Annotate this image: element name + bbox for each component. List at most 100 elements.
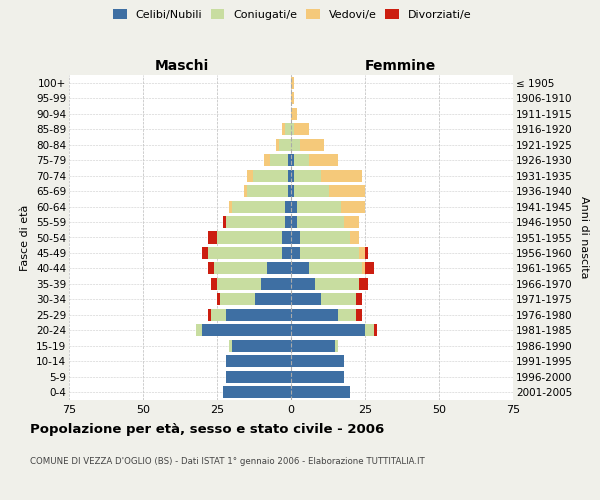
Bar [291, 356, 344, 368]
Bar [202, 324, 291, 336]
Bar [223, 216, 226, 228]
Bar [291, 278, 314, 290]
Bar [291, 340, 335, 352]
Text: Popolazione per età, sesso e stato civile - 2006: Popolazione per età, sesso e stato civil… [30, 422, 384, 436]
Bar [291, 386, 350, 398]
Bar [226, 216, 285, 228]
Bar [291, 154, 294, 166]
Bar [232, 340, 291, 352]
Bar [294, 185, 329, 197]
Bar [300, 138, 323, 150]
Bar [320, 294, 356, 306]
Bar [341, 200, 365, 212]
Bar [202, 247, 208, 259]
Bar [291, 92, 294, 104]
Bar [291, 324, 365, 336]
Bar [300, 247, 359, 259]
Bar [320, 170, 362, 181]
Bar [338, 309, 356, 321]
Bar [291, 371, 344, 383]
Bar [374, 324, 377, 336]
Bar [223, 386, 291, 398]
Legend: Celibi/Nubili, Coniugati/e, Vedovi/e, Divorziati/e: Celibi/Nubili, Coniugati/e, Vedovi/e, Di… [110, 6, 475, 23]
Bar [285, 123, 291, 135]
Bar [294, 170, 320, 181]
Bar [217, 232, 282, 243]
Text: Femmine: Femmine [365, 60, 436, 74]
Bar [335, 340, 338, 352]
Bar [217, 278, 262, 290]
Bar [226, 356, 291, 368]
Bar [291, 294, 320, 306]
Bar [217, 294, 220, 306]
Bar [291, 216, 297, 228]
Bar [365, 262, 374, 274]
Bar [226, 371, 291, 383]
Bar [262, 278, 291, 290]
Bar [208, 262, 214, 274]
Bar [350, 232, 359, 243]
Bar [253, 170, 288, 181]
Bar [291, 185, 294, 197]
Bar [329, 185, 365, 197]
Bar [309, 262, 362, 274]
Bar [229, 200, 232, 212]
Bar [300, 232, 350, 243]
Bar [297, 200, 341, 212]
Bar [291, 247, 300, 259]
Text: COMUNE DI VEZZA D'OGLIO (BS) - Dati ISTAT 1° gennaio 2006 - Elaborazione TUTTITA: COMUNE DI VEZZA D'OGLIO (BS) - Dati ISTA… [30, 458, 425, 466]
Bar [288, 185, 291, 197]
Bar [291, 170, 294, 181]
Bar [314, 278, 359, 290]
Bar [294, 154, 309, 166]
Bar [285, 200, 291, 212]
Bar [211, 309, 226, 321]
Bar [208, 232, 217, 243]
Bar [291, 309, 338, 321]
Bar [226, 309, 291, 321]
Bar [279, 138, 291, 150]
Bar [244, 185, 247, 197]
Bar [229, 340, 232, 352]
Bar [232, 200, 285, 212]
Bar [356, 309, 362, 321]
Bar [291, 200, 297, 212]
Bar [359, 278, 368, 290]
Bar [265, 154, 270, 166]
Bar [297, 216, 344, 228]
Bar [256, 294, 291, 306]
Y-axis label: Fasce di età: Fasce di età [20, 204, 31, 270]
Bar [270, 154, 288, 166]
Bar [214, 262, 268, 274]
Bar [291, 262, 309, 274]
Bar [282, 247, 291, 259]
Bar [247, 185, 288, 197]
Bar [208, 309, 211, 321]
Bar [291, 232, 300, 243]
Bar [288, 170, 291, 181]
Bar [208, 247, 282, 259]
Bar [288, 154, 291, 166]
Bar [365, 247, 368, 259]
Bar [309, 154, 338, 166]
Bar [356, 294, 362, 306]
Bar [247, 170, 253, 181]
Bar [365, 324, 374, 336]
Bar [359, 247, 365, 259]
Bar [285, 216, 291, 228]
Text: Maschi: Maschi [154, 60, 209, 74]
Bar [344, 216, 359, 228]
Bar [276, 138, 279, 150]
Bar [196, 324, 202, 336]
Y-axis label: Anni di nascita: Anni di nascita [579, 196, 589, 279]
Bar [282, 123, 285, 135]
Bar [294, 123, 309, 135]
Bar [282, 232, 291, 243]
Bar [291, 138, 300, 150]
Bar [362, 262, 365, 274]
Bar [268, 262, 291, 274]
Bar [211, 278, 217, 290]
Bar [291, 108, 297, 120]
Bar [291, 76, 294, 89]
Bar [220, 294, 256, 306]
